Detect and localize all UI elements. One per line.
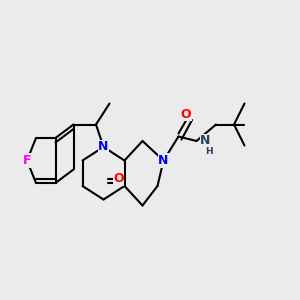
Text: F: F <box>23 154 31 167</box>
Text: O: O <box>181 107 191 121</box>
Text: N: N <box>98 140 109 154</box>
Text: N: N <box>200 134 211 148</box>
Text: H: H <box>206 147 213 156</box>
Text: N: N <box>158 154 169 167</box>
Text: O: O <box>113 172 124 185</box>
